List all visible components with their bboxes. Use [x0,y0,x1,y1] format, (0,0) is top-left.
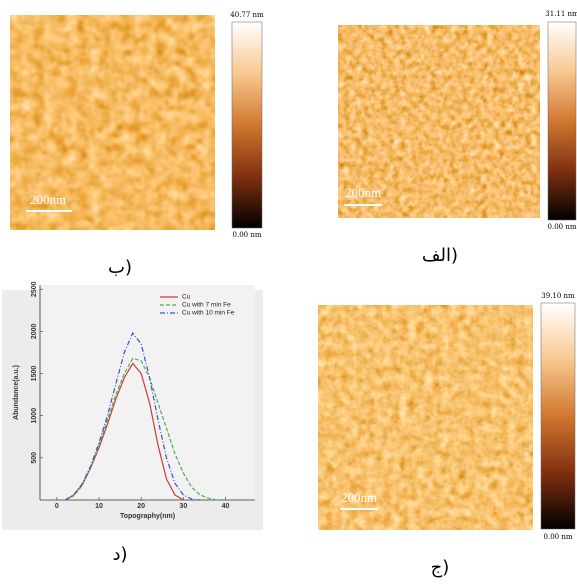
scale-label: 200nm [341,490,377,505]
colorbar-max: 39.10 nm [541,292,575,300]
colorbar-max: 40.77 nm [230,11,264,19]
caption: ب) [108,257,132,278]
legend-label: Cu with 10 min Fe [182,310,235,317]
caption: د) [112,544,127,565]
afm-image [318,305,533,530]
plot-area [40,285,255,500]
scale-label: 200nm [345,185,381,200]
panel-c: 200nm 39.10 nm 0.00 nm ج) [318,292,576,578]
panel-a: 200nm 31.11 nm 0.00 nm الف) [338,10,577,266]
colorbar-min: 0.00 nm [544,533,573,541]
y-tick-label: 1500 [31,366,38,382]
legend-label: Cu [182,294,191,301]
colorbar-min: 0.00 nm [548,223,577,231]
afm-image [338,25,540,218]
caption: ج) [431,557,450,578]
afm-image [10,15,215,230]
y-axis-label: Abundance(a.u.) [13,365,20,420]
x-tick-label: 20 [137,503,145,510]
y-tick-label: 1000 [31,408,38,424]
colorbar [231,21,263,229]
caption: الف) [422,245,458,266]
y-tick-label: 2500 [31,281,38,297]
x-tick-label: 40 [222,503,230,510]
colorbar [540,302,576,530]
colorbar-max: 31.11 nm [545,10,577,18]
colorbar-min: 0.00 nm [233,231,262,239]
series-line [64,362,184,501]
legend-label: Cu with 7 min Fe [182,302,231,309]
series-line [64,331,201,501]
y-tick-label: 2000 [31,323,38,339]
x-tick-label: 30 [179,503,187,510]
series-line [65,357,218,501]
colorbar [547,21,577,221]
scale-label: 200nm [30,192,66,207]
panel-b: 200nm 40.77 nm 0.00 nm ب) [10,11,264,278]
x-axis-label: Topography(nm) [120,513,175,520]
y-tick-label: 500 [31,452,38,464]
x-tick-label: 10 [95,503,103,510]
x-tick-label: 0 [55,503,59,510]
chart: 0 10 20 30 40 500 1000 1500 2000 2500 Topography(n… [13,281,255,520]
